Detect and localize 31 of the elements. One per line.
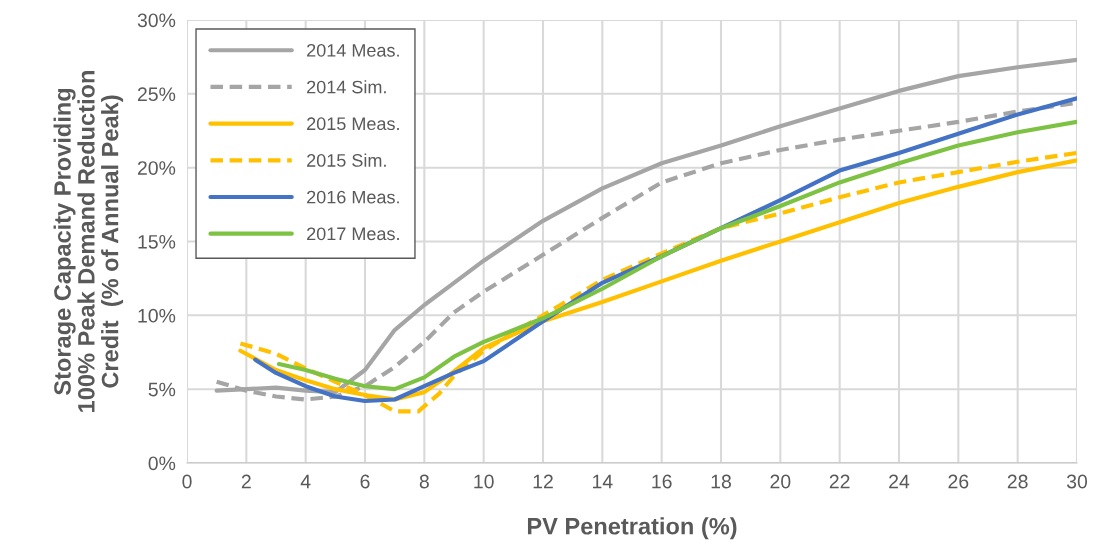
legend-label: 2015 Sim. xyxy=(307,153,386,167)
legend-label: 2014 Meas. xyxy=(307,43,399,57)
x-tick-label: 14 xyxy=(593,474,613,489)
x-tick-label: 30 xyxy=(1066,474,1088,489)
x-tick-label: 28 xyxy=(1007,474,1028,489)
y-tick-label: 0% xyxy=(148,456,176,471)
legend-label: 2016 Meas. xyxy=(307,190,399,204)
x-tick-label: 10 xyxy=(474,474,494,489)
legend-label: 2015 Meas. xyxy=(307,117,399,131)
y-tick-label: 25% xyxy=(137,87,176,102)
x-tick-label: 18 xyxy=(711,474,731,489)
x-tick-label: 16 xyxy=(652,474,672,489)
y-tick-label: 20% xyxy=(137,161,176,175)
y-tick-label: 5% xyxy=(148,382,176,397)
x-tick-label: 2 xyxy=(241,474,251,489)
legend-label: 2017 Meas. xyxy=(307,227,399,241)
x-tick-label: 12 xyxy=(533,474,553,489)
x-tick-label: 22 xyxy=(829,474,850,489)
y-tick-label: 15% xyxy=(138,235,176,249)
y-axis-title: Storage Capacity Providing 100% Peak Demand Reduction Credit (% of Annual Peak) xyxy=(53,71,124,412)
legend-label: 2014 Sim. xyxy=(307,80,386,94)
y-tick-label: 30% xyxy=(137,13,176,28)
x-tick-label: 6 xyxy=(360,474,370,489)
x-tick-label: 26 xyxy=(948,474,969,489)
x-tick-label: 4 xyxy=(300,474,311,489)
x-tick-label: 24 xyxy=(889,474,910,489)
x-axis-title: PV Penetration (%) xyxy=(527,517,737,540)
x-tick-label: 8 xyxy=(419,474,429,489)
x-tick-label: 20 xyxy=(770,474,791,489)
y-tick-label: 10% xyxy=(138,308,176,323)
x-tick-label: 0 xyxy=(182,474,192,489)
